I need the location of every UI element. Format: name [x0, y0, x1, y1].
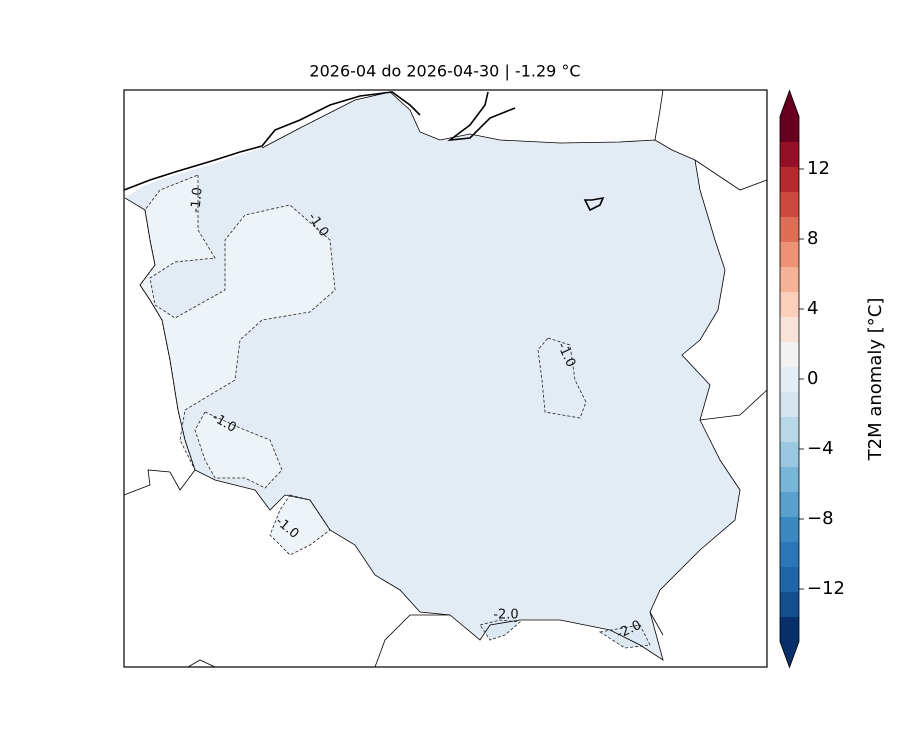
colorbar-label: T2M anomaly [°C]: [865, 298, 886, 462]
colorbar-band: [780, 491, 799, 517]
colorbar-tick-label: −8: [807, 508, 834, 529]
colorbar-band: [780, 541, 799, 567]
colorbar-band: [780, 591, 799, 617]
coastline: [124, 91, 605, 212]
map: [123, 89, 768, 668]
contour-line: [537, 337, 587, 419]
light-region: [194, 411, 283, 489]
contour-line: [479, 619, 651, 649]
colorbar-band: [780, 316, 799, 342]
map-frame: [123, 89, 768, 668]
contour-label: -2.0: [493, 608, 518, 623]
colorbar-extend: [780, 90, 799, 117]
neighbour-border: [124, 90, 767, 667]
colorbar-band: [780, 616, 799, 642]
colorbar-band: [780, 566, 799, 592]
colorbar-tick-label: 0: [807, 368, 818, 389]
colorbar-band: [780, 341, 799, 367]
border: [124, 91, 741, 661]
colorbar-band: [780, 141, 799, 167]
colorbar-tick-label: 8: [807, 228, 818, 249]
colorbar-tick-label: −12: [807, 578, 845, 599]
colorbar-band: [780, 366, 799, 392]
colorbar-band: [780, 391, 799, 417]
contour-label: -1.0: [188, 187, 205, 214]
colorbar-band: [780, 441, 799, 467]
colorbar-tick-label: 4: [807, 298, 818, 319]
colorbar-band: [780, 191, 799, 217]
colorbar-tick-label: −4: [807, 438, 834, 459]
colorbar-extend: [780, 641, 799, 668]
colorbar-outline: [779, 89, 800, 669]
colorbar-band: [780, 516, 799, 542]
colorbar-band: [780, 291, 799, 317]
map-title: 2026-04 do 2026-04-30 | -1.29 °C: [309, 62, 580, 81]
colorbar: −12 −8 −4 0 4 8 12: [779, 89, 845, 669]
colorbar-tick-label: 12: [807, 158, 830, 179]
colorbar-band: [780, 216, 799, 242]
colorbar-band: [780, 266, 799, 292]
colorbar-band: [780, 416, 799, 442]
colorbar-band: [780, 241, 799, 267]
colorbar-band: [780, 166, 799, 192]
colorbar-band: [780, 466, 799, 492]
colorbar-band: [780, 116, 799, 142]
